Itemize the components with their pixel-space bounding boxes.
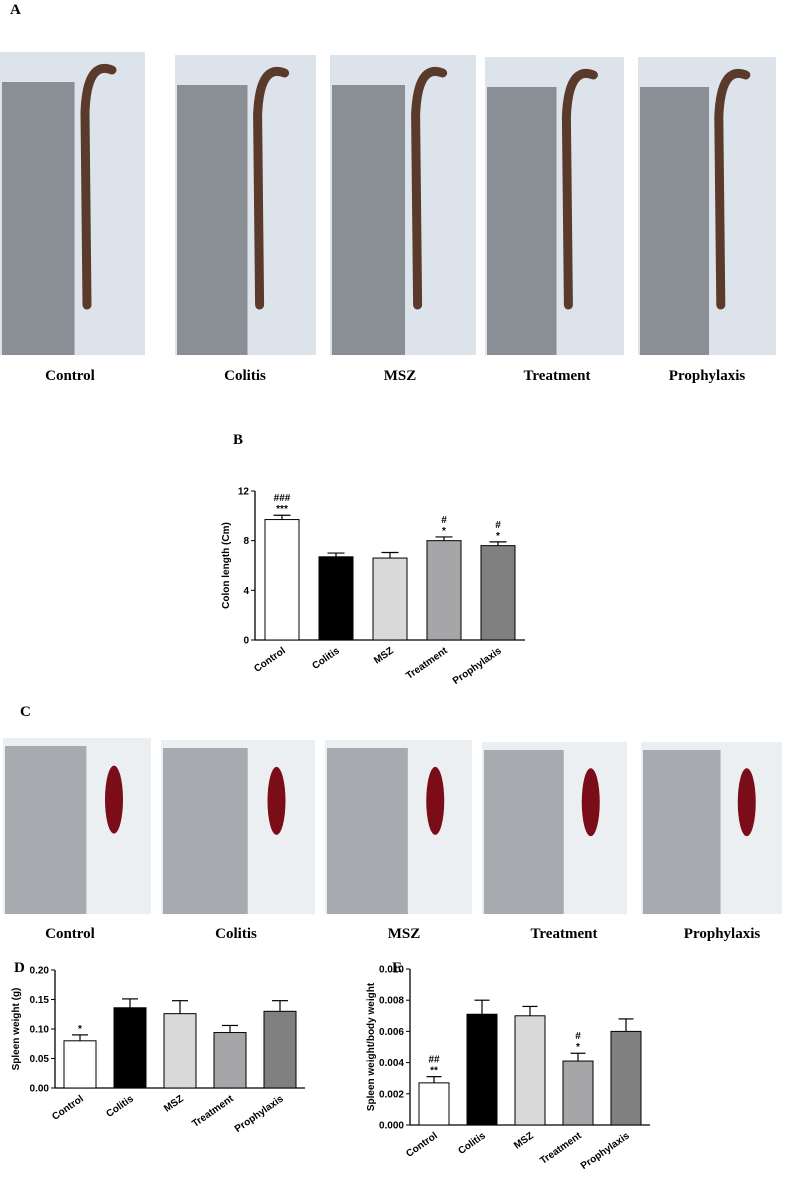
significance-mark: *: [496, 531, 500, 542]
y-tick-label: 0.15: [30, 995, 50, 1006]
ruler: [487, 87, 557, 355]
photo-caption: Prophylaxis: [684, 926, 761, 942]
x-tick-label: Prophylaxis: [233, 1093, 286, 1135]
panel-label: E: [392, 960, 402, 976]
spleen: [267, 766, 286, 835]
photo-caption: Treatment: [524, 368, 591, 384]
x-tick-label: Treatment: [404, 645, 450, 682]
y-tick-label: 0.004: [379, 1058, 404, 1069]
spleen: [426, 766, 445, 835]
photo-caption: MSZ: [388, 926, 421, 942]
ruler: [5, 746, 87, 914]
ruler: [484, 750, 564, 914]
x-tick-label: Prophylaxis: [451, 645, 504, 687]
y-tick-label: 0.010: [379, 965, 404, 976]
significance-mark: ***: [276, 504, 288, 515]
bar: [318, 556, 354, 641]
x-tick-label: Prophylaxis: [579, 1130, 632, 1172]
y-axis-label: Colon length (Cm): [221, 522, 232, 609]
ruler: [640, 87, 709, 355]
panel-label: A: [10, 2, 21, 18]
y-tick-label: 0.002: [379, 1089, 404, 1100]
y-tick-label: 0.20: [30, 966, 50, 977]
bar: [514, 1015, 546, 1126]
photo-caption: Control: [45, 368, 95, 384]
y-tick-label: 0: [243, 636, 249, 647]
bar: [426, 540, 462, 641]
bar: [610, 1030, 642, 1126]
x-tick-label: Treatment: [190, 1093, 236, 1130]
significance-mark: #: [441, 515, 447, 526]
photo-caption: Colitis: [215, 926, 257, 942]
panel-label: D: [14, 960, 25, 976]
spleen: [737, 768, 756, 837]
y-tick-label: 0.006: [379, 1027, 404, 1038]
ruler: [327, 748, 408, 914]
significance-mark: #: [575, 1031, 581, 1042]
photo-caption: Prophylaxis: [669, 368, 746, 384]
significance-mark: ###: [274, 493, 291, 504]
colon: [253, 67, 290, 310]
x-tick-label: MSZ: [162, 1093, 186, 1114]
y-tick-label: 0.05: [30, 1054, 50, 1065]
significance-mark: ##: [428, 1055, 440, 1066]
y-tick-label: 0.10: [30, 1025, 50, 1036]
y-tick-label: 8: [243, 536, 249, 547]
bar: [213, 1032, 247, 1089]
ruler: [2, 82, 75, 355]
bar: [372, 557, 408, 641]
bar: [264, 519, 300, 641]
x-tick-label: Control: [252, 645, 288, 675]
x-tick-label: Treatment: [538, 1130, 584, 1167]
y-tick-label: 0.000: [379, 1121, 404, 1132]
bar: [562, 1060, 594, 1126]
bar: [63, 1040, 97, 1089]
x-tick-label: Colitis: [456, 1130, 488, 1157]
photo-caption: Control: [45, 926, 95, 942]
spleen: [581, 768, 600, 837]
ruler: [177, 85, 248, 355]
significance-mark: *: [576, 1042, 580, 1053]
y-tick-label: 12: [238, 487, 250, 498]
x-tick-label: Control: [50, 1093, 86, 1123]
bar: [466, 1013, 498, 1126]
y-tick-label: 0.008: [379, 996, 404, 1007]
colon: [714, 69, 751, 310]
x-tick-label: Colitis: [104, 1093, 136, 1120]
x-tick-label: Colitis: [310, 645, 342, 672]
significance-mark: *: [442, 526, 446, 537]
colon: [561, 69, 598, 310]
colon: [411, 67, 448, 310]
ruler: [332, 85, 405, 355]
ruler: [163, 748, 248, 914]
photo-caption: MSZ: [384, 368, 417, 384]
x-tick-label: MSZ: [512, 1130, 536, 1151]
x-tick-label: Control: [404, 1130, 440, 1160]
colon: [80, 64, 117, 310]
significance-mark: #: [495, 520, 501, 531]
bar: [263, 1010, 297, 1089]
photo-caption: Treatment: [531, 926, 598, 942]
x-tick-label: MSZ: [372, 645, 396, 666]
y-axis-label: Spleen weight/body weight: [366, 982, 377, 1111]
panel-label: B: [233, 432, 243, 448]
spleen: [105, 765, 123, 834]
panel-label: C: [20, 704, 31, 720]
photo-caption: Colitis: [224, 368, 266, 384]
bar: [418, 1082, 450, 1126]
bar: [163, 1013, 197, 1089]
y-axis-label: Spleen weight (g): [11, 988, 22, 1071]
ruler: [643, 750, 721, 914]
significance-mark: **: [430, 1066, 438, 1077]
y-tick-label: 0.00: [30, 1084, 50, 1095]
bar: [113, 1007, 147, 1089]
significance-mark: *: [78, 1024, 82, 1035]
y-tick-label: 4: [243, 586, 249, 597]
bar: [480, 545, 516, 641]
